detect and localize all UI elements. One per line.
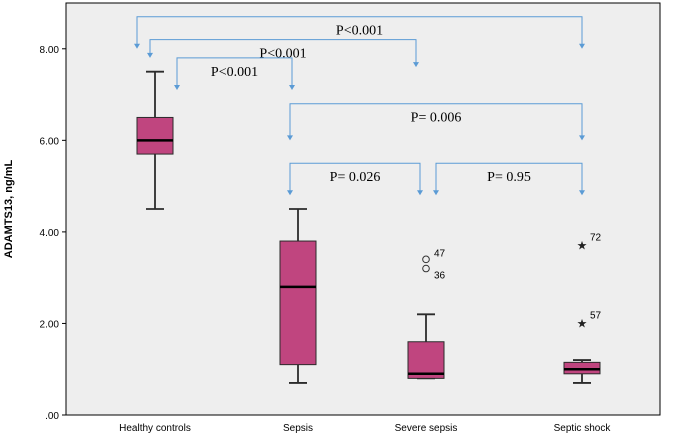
arrowhead-icon bbox=[289, 84, 295, 90]
box-group bbox=[279, 208, 317, 384]
plot-area bbox=[65, 2, 661, 416]
p-value-label: P<0.001 bbox=[336, 24, 383, 39]
y-tick-label: 6.00 bbox=[40, 136, 60, 147]
outlier-point bbox=[422, 255, 430, 264]
arrowhead-icon bbox=[579, 135, 585, 141]
x-tick-label: Severe sepsis bbox=[395, 423, 458, 433]
p-value-label: P= 0.026 bbox=[330, 170, 381, 185]
outlier-label: 72 bbox=[590, 233, 602, 244]
p-value-label: P<0.001 bbox=[211, 65, 258, 80]
axes: .00 2.00 4.00 6.00 8.00 Healthy controls Sepsi… bbox=[40, 45, 612, 433]
bracket-line bbox=[289, 103, 583, 137]
bracket-line bbox=[149, 39, 417, 64]
arrowhead-icon bbox=[413, 62, 419, 68]
comparison-bracket: P= 0.006 bbox=[287, 103, 585, 141]
y-tick-label: .00 bbox=[45, 411, 59, 422]
y-tick-label: 2.00 bbox=[40, 319, 60, 330]
comparison-bracket: P<0.001 bbox=[134, 16, 585, 49]
box-iqr bbox=[279, 240, 317, 366]
bracket-line bbox=[136, 16, 583, 45]
arrowhead-icon bbox=[579, 43, 585, 49]
outlier-label: 47 bbox=[434, 248, 446, 259]
bracket-line bbox=[435, 162, 583, 192]
x-tick-label: Sepsis bbox=[283, 423, 313, 433]
comparison-bracket: P= 0.95 bbox=[433, 162, 585, 196]
outlier-star: ★ bbox=[577, 316, 588, 330]
comparison-bracket: P= 0.026 bbox=[287, 162, 423, 196]
arrowhead-icon bbox=[433, 190, 439, 196]
arrowhead-icon bbox=[287, 135, 293, 141]
arrowhead-icon bbox=[147, 52, 153, 58]
p-value-label: P= 0.95 bbox=[487, 170, 531, 185]
box-iqr bbox=[407, 341, 445, 379]
y-tick-label: 8.00 bbox=[40, 45, 60, 56]
box-group: 47 36 bbox=[407, 248, 446, 380]
outlier-label: 57 bbox=[590, 310, 602, 321]
y-tick-label: 4.00 bbox=[40, 228, 60, 239]
x-tick-label: Healthy controls bbox=[119, 423, 191, 433]
y-axis-label: ADAMTS13, ng/mL bbox=[3, 160, 15, 259]
arrowhead-icon bbox=[579, 190, 585, 196]
arrowhead-icon bbox=[174, 84, 180, 90]
arrowhead-icon bbox=[417, 190, 423, 196]
x-tick-label: Septic shock bbox=[554, 423, 612, 433]
box-group bbox=[136, 70, 174, 210]
arrowhead-icon bbox=[287, 190, 293, 196]
bracket-line bbox=[176, 57, 293, 86]
box-iqr bbox=[136, 116, 174, 155]
arrowhead-icon bbox=[134, 43, 140, 49]
comparison-bracket: P<0.001 bbox=[174, 57, 295, 90]
outlier-label: 36 bbox=[434, 271, 446, 282]
bracket-line bbox=[289, 162, 421, 192]
box-group: ★72★57 bbox=[563, 233, 602, 384]
p-value-label: P<0.001 bbox=[259, 47, 306, 62]
p-value-label: P= 0.006 bbox=[411, 111, 462, 126]
outlier-point bbox=[422, 264, 430, 273]
outlier-star: ★ bbox=[577, 239, 588, 253]
